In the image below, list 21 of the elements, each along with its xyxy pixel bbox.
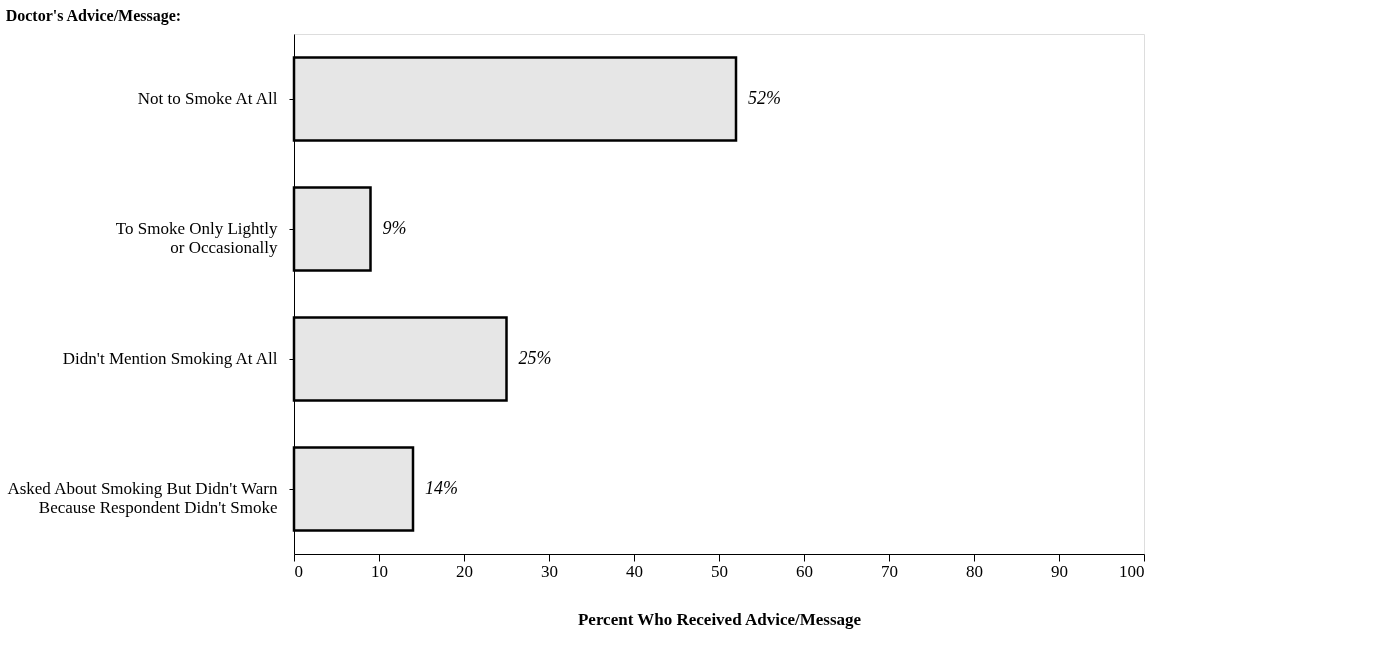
data-label: 9% [382,218,407,238]
x-tick-label: 60 [796,561,813,581]
x-tick-label: 100 [1119,561,1145,581]
x-tick-label: 70 [881,561,898,581]
x-tick-label: 80 [966,561,983,581]
x-tick-label: 20 [456,561,473,581]
text: Doctor's Advice/Message: [5,7,182,25]
data-label: 25% [518,348,552,368]
data-label: 52% [748,88,781,108]
x-tick-label: 10 [371,561,388,581]
x-tick-label: 90 [1051,561,1068,581]
x-tick-label: 0 [294,561,303,581]
x-tick-label: 40 [626,561,643,581]
y-tick-label: Didn't Mention Smoking At All [62,349,278,368]
y-tick-label: Not to Smoke At All [137,89,278,108]
y-tick-label: To Smoke Only Lightly or Occasionally [115,219,278,257]
x-tick-label: 50 [711,561,728,581]
x-axis-title: Percent Who Received Advice/Message [577,609,862,629]
x-tick-label: 30 [541,561,558,581]
y-tick-label: Asked About Smoking But Didn't Warn Because Respondent Didn't Smoke [7,479,278,517]
data-label: 14% [425,478,458,498]
